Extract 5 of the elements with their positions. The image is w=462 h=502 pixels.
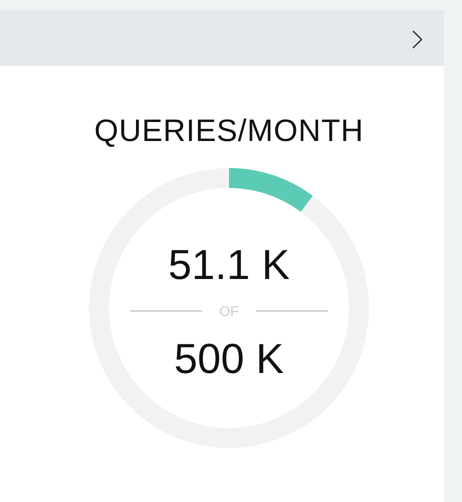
text: 51.1 K — [168, 241, 290, 288]
donut-slice — [229, 168, 313, 212]
donut-slice — [89, 168, 369, 448]
chart-title: QUERIES/MONTH — [94, 113, 364, 148]
text: 500 K — [174, 335, 284, 382]
